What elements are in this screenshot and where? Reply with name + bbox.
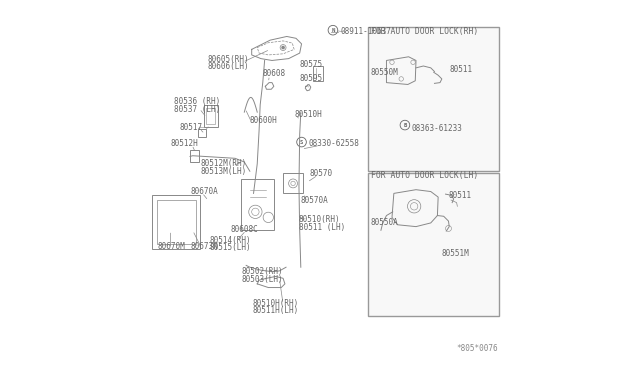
Bar [152,195,200,249]
Text: 80670M: 80670M [157,243,186,251]
Text: 80510H(RH): 80510H(RH) [253,299,299,308]
Text: 80550A: 80550A [371,218,399,227]
Text: 80600H: 80600H [250,116,278,125]
Text: 80570: 80570 [310,169,333,177]
Text: 08330-62558: 08330-62558 [309,139,360,148]
Text: 80536 (RH): 80536 (RH) [174,97,220,106]
Bar [198,129,206,137]
Text: 80512H: 80512H [170,140,198,148]
Text: 80595: 80595 [300,74,323,83]
Text: 80608C: 80608C [230,225,259,234]
Text: FOR AUTO DOOR LOCK(RH): FOR AUTO DOOR LOCK(RH) [371,27,478,36]
Text: 80511: 80511 [449,64,472,74]
Text: 80670A: 80670A [190,187,218,196]
Text: 80606(LH): 80606(LH) [207,62,249,71]
Text: B: B [403,123,406,128]
Text: 80515(LH): 80515(LH) [209,243,251,252]
Bar [206,108,215,124]
Text: 80503(LH): 80503(LH) [242,275,284,283]
Bar [312,66,323,81]
Text: 80575: 80575 [300,60,323,70]
Text: 80673N: 80673N [190,243,218,251]
Text: 80550M: 80550M [371,68,399,77]
Text: 80511 (LH): 80511 (LH) [299,223,345,232]
Text: 08363-61233: 08363-61233 [412,124,463,132]
Text: 80608: 80608 [263,69,286,78]
Text: 80512M(RH): 80512M(RH) [200,159,246,169]
Bar [190,150,199,162]
Text: S: S [300,140,303,145]
Text: 80570A: 80570A [301,196,328,205]
Text: 80502(RH): 80502(RH) [242,267,284,276]
Text: *805*0076: *805*0076 [456,344,498,353]
Text: 80605(RH): 80605(RH) [207,55,249,64]
Bar [157,200,196,244]
Circle shape [282,46,284,49]
Text: 80514(RH): 80514(RH) [209,236,251,245]
Bar [368,173,499,316]
Text: 80511: 80511 [449,191,472,200]
Bar [204,105,218,127]
Bar [241,179,274,230]
Text: FOR AUTO DOOR LOCK(LH): FOR AUTO DOOR LOCK(LH) [371,171,478,180]
Bar [283,173,303,193]
Text: 80513M(LH): 80513M(LH) [200,167,246,176]
Bar [368,27,499,171]
Text: 80537 (LH): 80537 (LH) [174,105,220,114]
Text: 80517: 80517 [180,123,203,132]
Text: 80551M: 80551M [442,249,470,258]
Text: 80510H: 80510H [295,110,323,119]
Text: 08911-10637: 08911-10637 [340,27,391,36]
Text: N: N [332,28,335,33]
Text: 80511H(LH): 80511H(LH) [253,306,299,315]
Text: 80510(RH): 80510(RH) [299,215,340,224]
